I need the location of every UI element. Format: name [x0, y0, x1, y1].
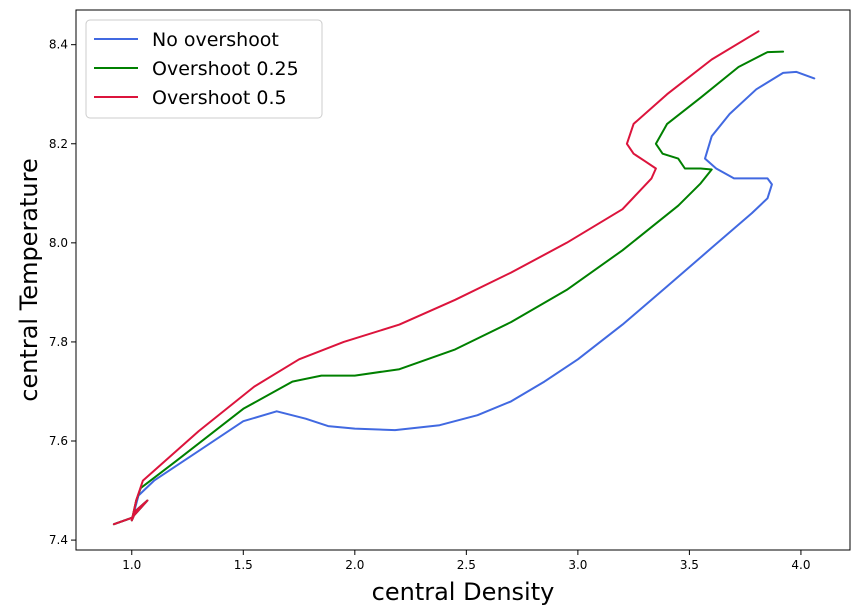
series-line-0	[112, 70, 816, 526]
x-tick-label: 2.5	[457, 558, 476, 572]
legend: No overshoot Overshoot 0.25 Overshoot 0.5	[85, 19, 323, 119]
legend-label: No overshoot	[152, 29, 279, 51]
ticks-layer: 1.0 1.5 2.0 2.5 3.0 3.5 4.0 7.4 7.6 7.8 8.0 8.2 8.4	[49, 38, 811, 572]
x-axis-label: central Density	[372, 578, 555, 606]
y-tick-label: 8.2	[49, 137, 68, 151]
x-tick-label: 1.0	[122, 558, 141, 572]
series-line-2	[112, 30, 760, 526]
y-tick-label: 8.4	[49, 38, 68, 52]
legend-label: Overshoot 0.5	[152, 87, 287, 109]
x-tick-label: 4.0	[791, 558, 810, 572]
x-tick-label: 2.0	[345, 558, 364, 572]
series-line-1	[112, 50, 785, 526]
y-tick-label: 7.4	[49, 533, 68, 547]
y-tick-label: 8.0	[49, 236, 68, 250]
y-tick-label: 7.6	[49, 434, 68, 448]
plot-area-frame	[75, 9, 851, 551]
x-tick-label: 3.5	[680, 558, 699, 572]
x-tick-label: 1.5	[234, 558, 253, 572]
series-layer	[112, 30, 816, 526]
y-axis-label: central Temperature	[15, 158, 43, 401]
x-tick-label: 3.0	[568, 558, 587, 572]
y-tick-label: 7.8	[49, 335, 68, 349]
legend-label: Overshoot 0.25	[152, 58, 299, 80]
legend-box	[85, 19, 323, 119]
